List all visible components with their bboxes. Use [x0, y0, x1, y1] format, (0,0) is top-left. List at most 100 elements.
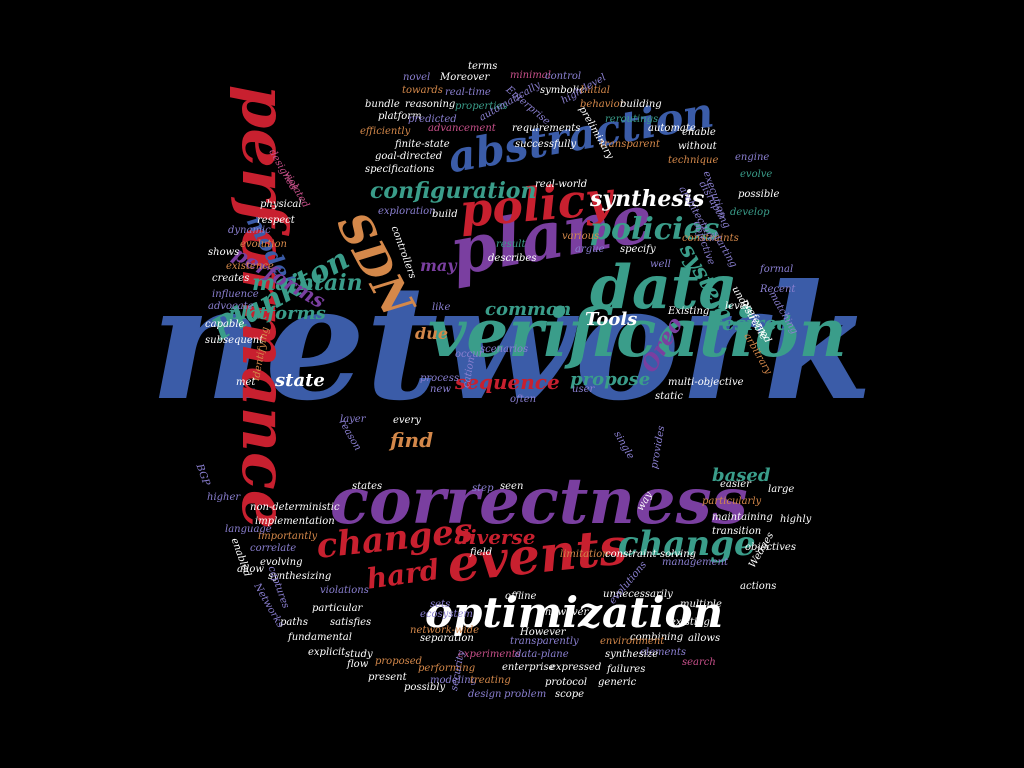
cloud-word: present: [368, 672, 407, 683]
cloud-word: protocol: [545, 677, 588, 688]
cloud-word: implementation: [255, 516, 335, 527]
cloud-word: particularly: [702, 496, 762, 507]
cloud-word: properties: [455, 101, 508, 112]
cloud-word: like: [432, 302, 451, 313]
cloud-word: describes: [488, 253, 537, 264]
cloud-word: synthesizing: [268, 571, 332, 582]
cloud-word: network-wide: [410, 625, 480, 636]
cloud-word: new: [430, 384, 451, 395]
cloud-word: enable: [682, 127, 716, 138]
cloud-word: advocate: [208, 301, 254, 312]
cloud-word: based: [712, 465, 771, 486]
cloud-word: separation: [420, 633, 474, 644]
cloud-word: policies: [590, 212, 720, 247]
cloud-word: transparent: [600, 139, 660, 150]
cloud-word: Existing: [668, 306, 710, 317]
cloud-word: real-time: [445, 87, 491, 98]
cloud-word: allow: [237, 564, 264, 575]
cloud-word: higher: [207, 492, 241, 503]
cloud-word: step: [472, 483, 494, 494]
cloud-word: sets: [430, 599, 451, 610]
cloud-word: enterprise: [502, 662, 555, 673]
cloud-word: met: [236, 377, 256, 388]
cloud-word: platforms: [228, 303, 326, 324]
cloud-word: constraints: [682, 233, 739, 244]
cloud-word: exploration: [378, 206, 436, 217]
cloud-word: BGP: [193, 462, 212, 488]
cloud-word: bundle: [365, 99, 400, 110]
cloud-word: language: [225, 524, 272, 535]
cloud-word: well: [650, 259, 671, 270]
cloud-word: violations: [320, 585, 369, 596]
cloud-word: respect: [257, 215, 295, 226]
cloud-word: flow: [347, 659, 369, 670]
cloud-word: automate: [648, 123, 696, 134]
cloud-word: novel: [403, 72, 431, 83]
cloud-word: elements: [640, 647, 687, 658]
cloud-word: network: [150, 251, 873, 436]
cloud-word: predicted: [408, 114, 457, 125]
cloud-word: every: [393, 415, 421, 426]
cloud-word: desired: [708, 311, 791, 335]
cloud-word: user: [572, 384, 595, 395]
cloud-word: states: [352, 481, 383, 492]
cloud-word: occur: [455, 349, 484, 360]
cloud-word: propose: [570, 369, 651, 390]
cloud-word: non-deterministic: [250, 502, 340, 513]
cloud-word: transparently: [510, 636, 579, 647]
cloud-word: large: [768, 484, 795, 495]
cloud-word: performing: [418, 663, 476, 674]
cloud-word: physical: [260, 199, 302, 210]
cloud-word: level: [725, 301, 749, 312]
cloud-word: common: [485, 299, 572, 320]
cloud-word: allows: [688, 633, 721, 644]
cloud-word: generic: [598, 677, 637, 688]
cloud-word: often: [510, 394, 537, 405]
cloud-word: evolve: [740, 169, 773, 180]
cloud-word: combining: [630, 632, 684, 643]
cloud-word: formal: [760, 264, 794, 275]
cloud-word: particular: [312, 603, 363, 614]
cloud-word: objectives: [745, 542, 796, 553]
cloud-word: existence: [226, 261, 274, 272]
cloud-word: build: [432, 209, 458, 220]
cloud-word: specifications: [365, 164, 435, 175]
cloud-word: Initial: [580, 85, 610, 96]
cloud-word: transition: [712, 526, 762, 537]
cloud-word: experiments: [458, 649, 521, 660]
cloud-word: expressed: [550, 662, 602, 673]
cloud-word: engine: [735, 152, 770, 163]
cloud-word: verification: [428, 294, 847, 372]
cloud-word: maintain: [252, 270, 363, 296]
cloud-word: possibly: [404, 682, 446, 693]
cloud-word: seen: [500, 481, 524, 492]
cloud-word: reasoning: [405, 99, 456, 110]
cloud-word: advancement: [428, 123, 496, 134]
cloud-word: state: [275, 370, 325, 391]
cloud-word: environment: [600, 636, 665, 647]
cloud-word: dynamic: [228, 225, 271, 236]
cloud-word: correctness: [330, 464, 748, 539]
cloud-word: search: [682, 657, 716, 668]
cloud-word: evolving: [260, 557, 303, 568]
cloud-word: result: [496, 239, 526, 250]
cloud-word: find: [390, 428, 434, 452]
cloud-word: Moreover: [440, 72, 490, 83]
cloud-word: reroutings: [605, 114, 659, 125]
cloud-word: treating: [470, 675, 511, 686]
cloud-word: limitation: [560, 549, 609, 560]
cloud-word: without: [678, 141, 717, 152]
cloud-word: finite-state: [395, 139, 450, 150]
cloud-word: multi-objective: [668, 377, 744, 388]
cloud-word: terms: [468, 61, 498, 72]
cloud-word: change: [618, 524, 756, 564]
cloud-word: paths: [280, 617, 308, 628]
cloud-word: various: [562, 231, 600, 242]
cloud-word: actions: [740, 581, 777, 592]
cloud-word: possible: [738, 189, 780, 200]
cloud-word: synthesis: [590, 186, 705, 212]
cloud-word: enabled: [228, 536, 253, 579]
cloud-word: However: [520, 627, 566, 638]
cloud-word: modeling: [430, 675, 478, 686]
cloud-word: optimization: [425, 588, 724, 637]
